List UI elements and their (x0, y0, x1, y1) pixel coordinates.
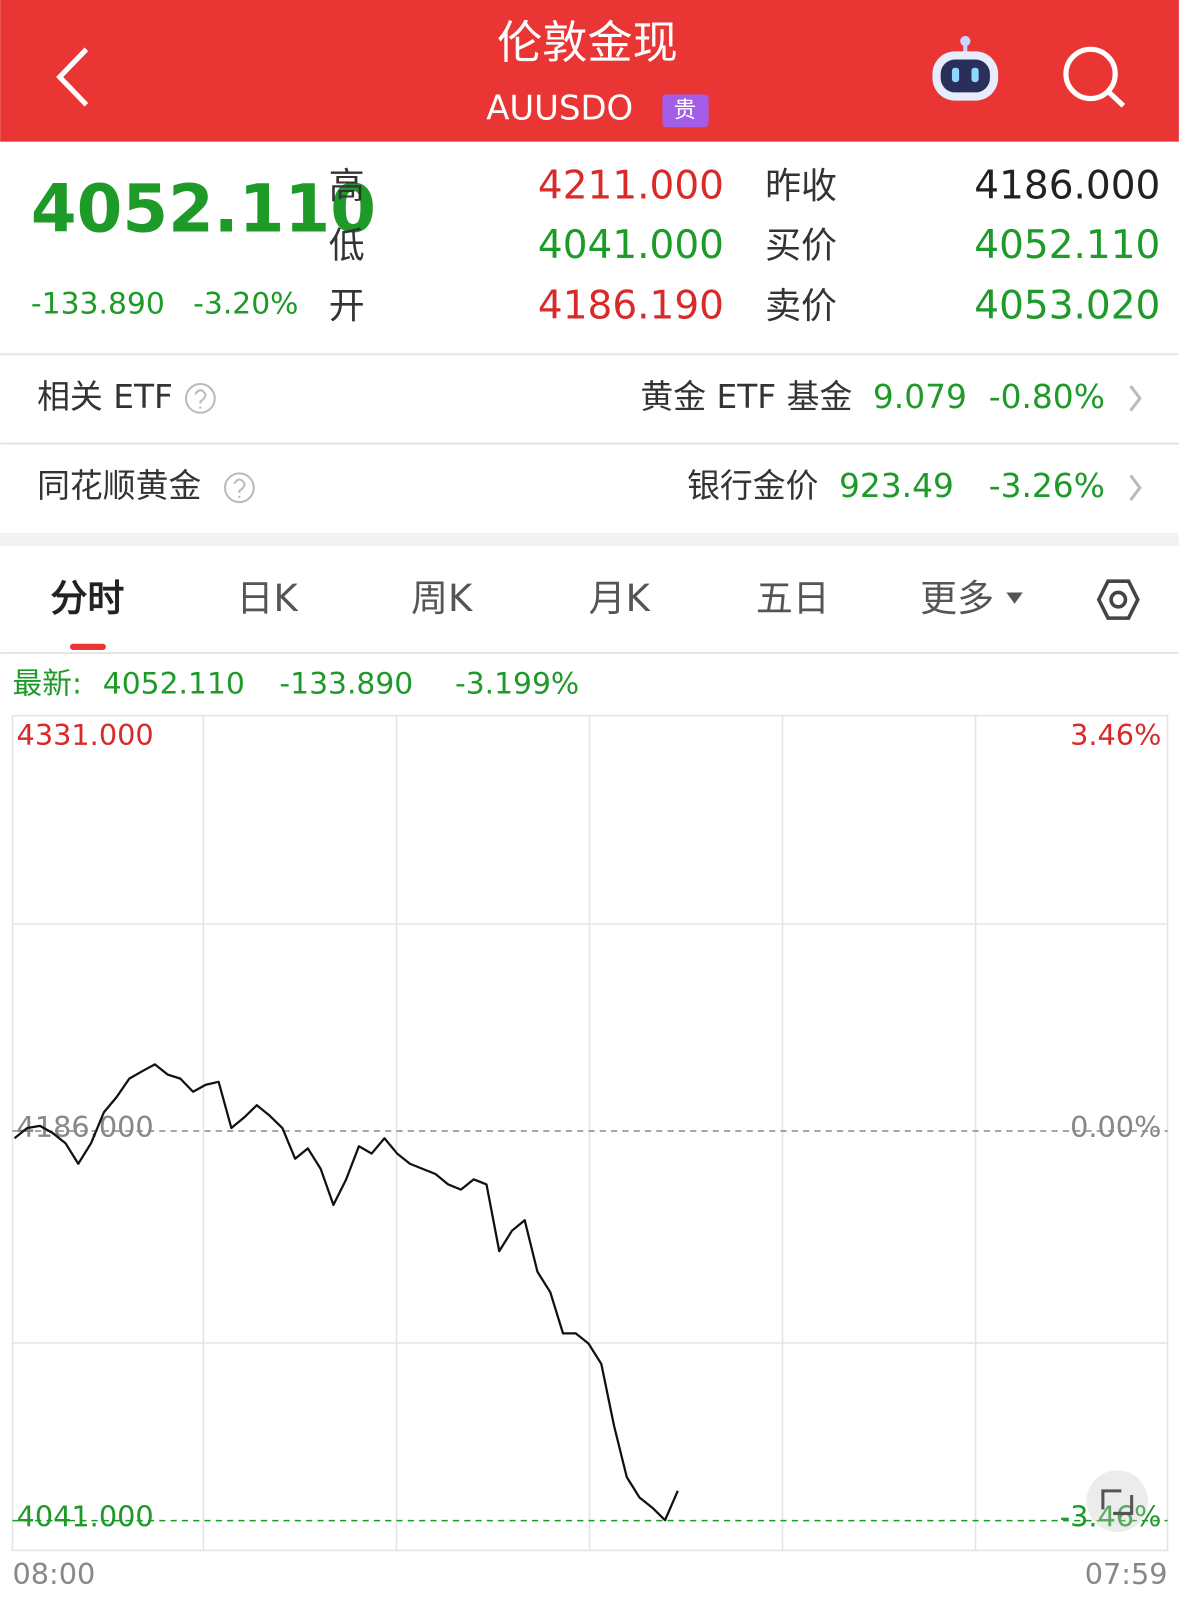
row-change: -0.80% (989, 378, 1105, 416)
change-pct: -3.20% (193, 286, 298, 321)
tab[interactable]: 日K (237, 577, 300, 620)
y2-tick-label: -3.46% (1060, 1500, 1162, 1534)
row-name[interactable]: 黄金 ETF 基金 (640, 378, 852, 416)
help-mark (233, 478, 246, 498)
settings-icon (1109, 590, 1128, 609)
field-label: 卖价 (765, 286, 837, 327)
field-value: 4052.110 (974, 223, 1160, 268)
tab[interactable]: 周K (411, 577, 474, 620)
field-value: 4186.000 (974, 163, 1160, 208)
y-tick-label: 4041.000 (17, 1500, 154, 1534)
tab[interactable]: 月K (589, 577, 652, 620)
robot-icon[interactable] (932, 35, 999, 101)
chart-frame (11, 714, 1169, 1552)
search-button[interactable] (1063, 46, 1126, 108)
row-change: -3.26% (989, 467, 1105, 505)
badge: 贵 (674, 97, 697, 123)
field-value: 4186.190 (538, 284, 724, 329)
latest-change: -133.890 (279, 666, 413, 701)
x-end-label: 07:59 (1085, 1557, 1168, 1591)
chevron[interactable] (1129, 385, 1142, 412)
badge-bg (662, 94, 709, 128)
field-label: 开 (329, 286, 365, 327)
help-icon[interactable] (223, 472, 255, 504)
row-value: 9.079 (873, 378, 967, 416)
expand-button[interactable] (1086, 1470, 1149, 1532)
field-value: 4211.000 (538, 163, 724, 208)
y-tick-label: 4331.000 (17, 718, 154, 752)
help-mark (194, 389, 207, 409)
tab[interactable]: 五日 (756, 577, 830, 620)
settings-button[interactable] (1096, 579, 1140, 620)
field-label: 昨收 (765, 166, 837, 207)
field-label: 买价 (765, 225, 837, 266)
latest-price: 4052.110 (103, 666, 245, 701)
field-value: 4041.000 (538, 223, 724, 268)
tab[interactable]: 更多 (920, 577, 994, 620)
latest-label: 最新: (12, 666, 82, 701)
latest-pct: -3.199% (455, 666, 579, 701)
y2-tick-label: 3.46% (1070, 718, 1161, 752)
title: 伦敦金现 (497, 16, 678, 69)
row-label: 同花顺黄金 (37, 467, 201, 505)
tab-underline (69, 643, 106, 650)
code: AUUSDO (486, 88, 633, 127)
help-icon[interactable] (184, 382, 216, 414)
section-gap (0, 532, 1179, 547)
chevron[interactable] (1129, 474, 1142, 501)
row-label: 相关 ETF (37, 378, 173, 416)
field-label: 低 (329, 225, 365, 266)
field-value: 4053.020 (974, 284, 1160, 329)
change: -133.890 (31, 286, 165, 321)
price-line (13, 1063, 679, 1522)
more-arrow (1006, 592, 1023, 604)
field-label: 高 (329, 166, 365, 207)
tab[interactable]: 分时 (50, 577, 124, 620)
row-name[interactable]: 银行金价 (687, 467, 818, 505)
back-button[interactable] (56, 47, 89, 107)
expand-icon (1101, 1489, 1134, 1515)
row-value: 923.49 (839, 467, 954, 505)
x-start-label: 08:00 (12, 1557, 95, 1591)
y2-tick-label: 0.00% (1070, 1110, 1161, 1144)
price: 4052.110 (31, 172, 376, 248)
